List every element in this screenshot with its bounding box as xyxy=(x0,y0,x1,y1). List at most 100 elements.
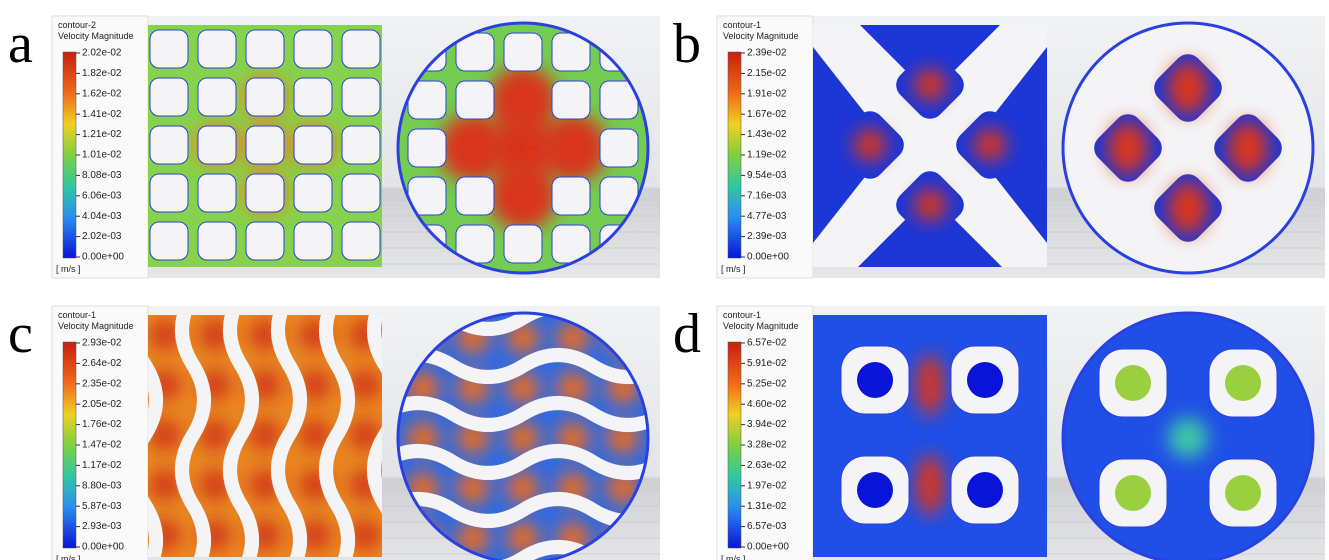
panel-label: b xyxy=(673,13,701,75)
core xyxy=(1115,475,1151,511)
legend-tick-label: 2.35e-02 xyxy=(82,378,122,389)
core xyxy=(857,362,893,398)
field xyxy=(125,295,405,560)
flow-blob xyxy=(439,114,507,182)
colorbar xyxy=(728,342,741,548)
strut xyxy=(342,30,380,68)
legend-tick-label: 6.57e-03 xyxy=(747,521,787,532)
strut xyxy=(198,30,236,68)
strut xyxy=(456,81,494,119)
core xyxy=(857,472,893,508)
legend-unit: [ m/s ] xyxy=(56,264,81,274)
legend-tick-label: 1.62e-02 xyxy=(82,88,122,99)
core xyxy=(1225,365,1261,401)
legend-tick-label: 1.67e-02 xyxy=(747,109,787,120)
legend-tick-label: 1.82e-02 xyxy=(82,68,122,79)
field xyxy=(125,5,405,285)
legend-name: contour-1 xyxy=(58,310,96,320)
legend-tick-label: 4.04e-03 xyxy=(82,211,122,222)
legend-tick-label: 0.00e+00 xyxy=(82,252,124,263)
legend-tick-label: 6.06e-03 xyxy=(82,190,122,201)
panel-label: d xyxy=(673,303,701,365)
legend-tick-label: 1.01e-02 xyxy=(82,150,122,161)
legend-tick-label: 0.00e+00 xyxy=(82,542,124,553)
flow-blob xyxy=(539,114,607,182)
legend-name: contour-2 xyxy=(58,20,96,30)
legend-tick-label: 7.16e-03 xyxy=(747,190,787,201)
strut xyxy=(456,177,494,215)
strut xyxy=(294,222,332,260)
legend-unit: [ m/s ] xyxy=(721,554,746,560)
flow-blob xyxy=(914,189,946,221)
flow-blob xyxy=(974,129,1006,161)
legend-tick-label: 1.76e-02 xyxy=(82,419,122,430)
field xyxy=(790,295,1070,560)
flow-blob xyxy=(1168,62,1208,114)
strut xyxy=(294,78,332,116)
legend-tick-label: 5.87e-03 xyxy=(82,501,122,512)
strut xyxy=(342,126,380,164)
legend-tick-label: 1.47e-02 xyxy=(82,440,122,451)
legend-unit: [ m/s ] xyxy=(56,554,81,560)
core xyxy=(1225,475,1261,511)
strut xyxy=(246,126,284,164)
colorbar xyxy=(728,52,741,258)
legend-tick-label: 2.93e-02 xyxy=(82,338,122,349)
legend-title: Velocity Magnitude xyxy=(723,31,799,41)
strut xyxy=(198,78,236,116)
bg xyxy=(790,295,1070,560)
flow-blob xyxy=(1168,182,1208,234)
legend-tick-label: 4.77e-03 xyxy=(747,211,787,222)
strut xyxy=(246,78,284,116)
strut xyxy=(600,129,638,167)
legend-tick-label: 0.00e+00 xyxy=(747,252,789,263)
legend-tick-label: 1.41e-02 xyxy=(82,109,122,120)
strut xyxy=(342,78,380,116)
core xyxy=(1115,365,1151,401)
legend-tick-label: 1.19e-02 xyxy=(747,150,787,161)
strut xyxy=(294,174,332,212)
strut xyxy=(408,129,446,167)
legend-tick-label: 1.17e-02 xyxy=(82,460,122,471)
legend-title: Velocity Magnitude xyxy=(58,321,134,331)
legend-tick-label: 5.91e-02 xyxy=(747,358,787,369)
strut xyxy=(504,33,542,71)
core xyxy=(967,362,1003,398)
strut xyxy=(150,30,188,68)
strut xyxy=(552,177,590,215)
legend-tick-label: 5.25e-02 xyxy=(747,378,787,389)
strut xyxy=(246,30,284,68)
flow-blob xyxy=(1168,418,1208,458)
strut xyxy=(342,174,380,212)
flow-blob xyxy=(914,69,946,101)
panel-label: c xyxy=(8,303,33,365)
flow-blob xyxy=(489,162,557,230)
strut xyxy=(198,126,236,164)
strut xyxy=(198,222,236,260)
legend-tick-label: 2.02e-02 xyxy=(82,48,122,59)
legend-title: Velocity Magnitude xyxy=(58,31,134,41)
legend-tick-label: 8.80e-03 xyxy=(82,480,122,491)
flow-blob xyxy=(1228,122,1268,174)
colorbar xyxy=(63,52,76,258)
flow-blob xyxy=(489,66,557,134)
flow-blob xyxy=(916,455,944,515)
legend-tick-label: 1.21e-02 xyxy=(82,129,122,140)
legend-tick-label: 1.91e-02 xyxy=(747,88,787,99)
legend-tick-label: 6.57e-02 xyxy=(747,338,787,349)
flow-blob xyxy=(1108,122,1148,174)
legend-tick-label: 1.31e-02 xyxy=(747,501,787,512)
legend-tick-label: 9.54e-03 xyxy=(747,170,787,181)
legend-tick-label: 2.15e-02 xyxy=(747,68,787,79)
strut xyxy=(198,174,236,212)
legend-name: contour-1 xyxy=(723,20,761,30)
legend-tick-label: 3.94e-02 xyxy=(747,419,787,430)
strut xyxy=(150,78,188,116)
legend-tick-label: 4.60e-02 xyxy=(747,399,787,410)
legend-name: contour-1 xyxy=(723,310,761,320)
strut xyxy=(504,225,542,263)
legend-tick-label: 3.28e-02 xyxy=(747,440,787,451)
strut xyxy=(246,222,284,260)
legend-tick-label: 1.43e-02 xyxy=(747,129,787,140)
core xyxy=(967,472,1003,508)
